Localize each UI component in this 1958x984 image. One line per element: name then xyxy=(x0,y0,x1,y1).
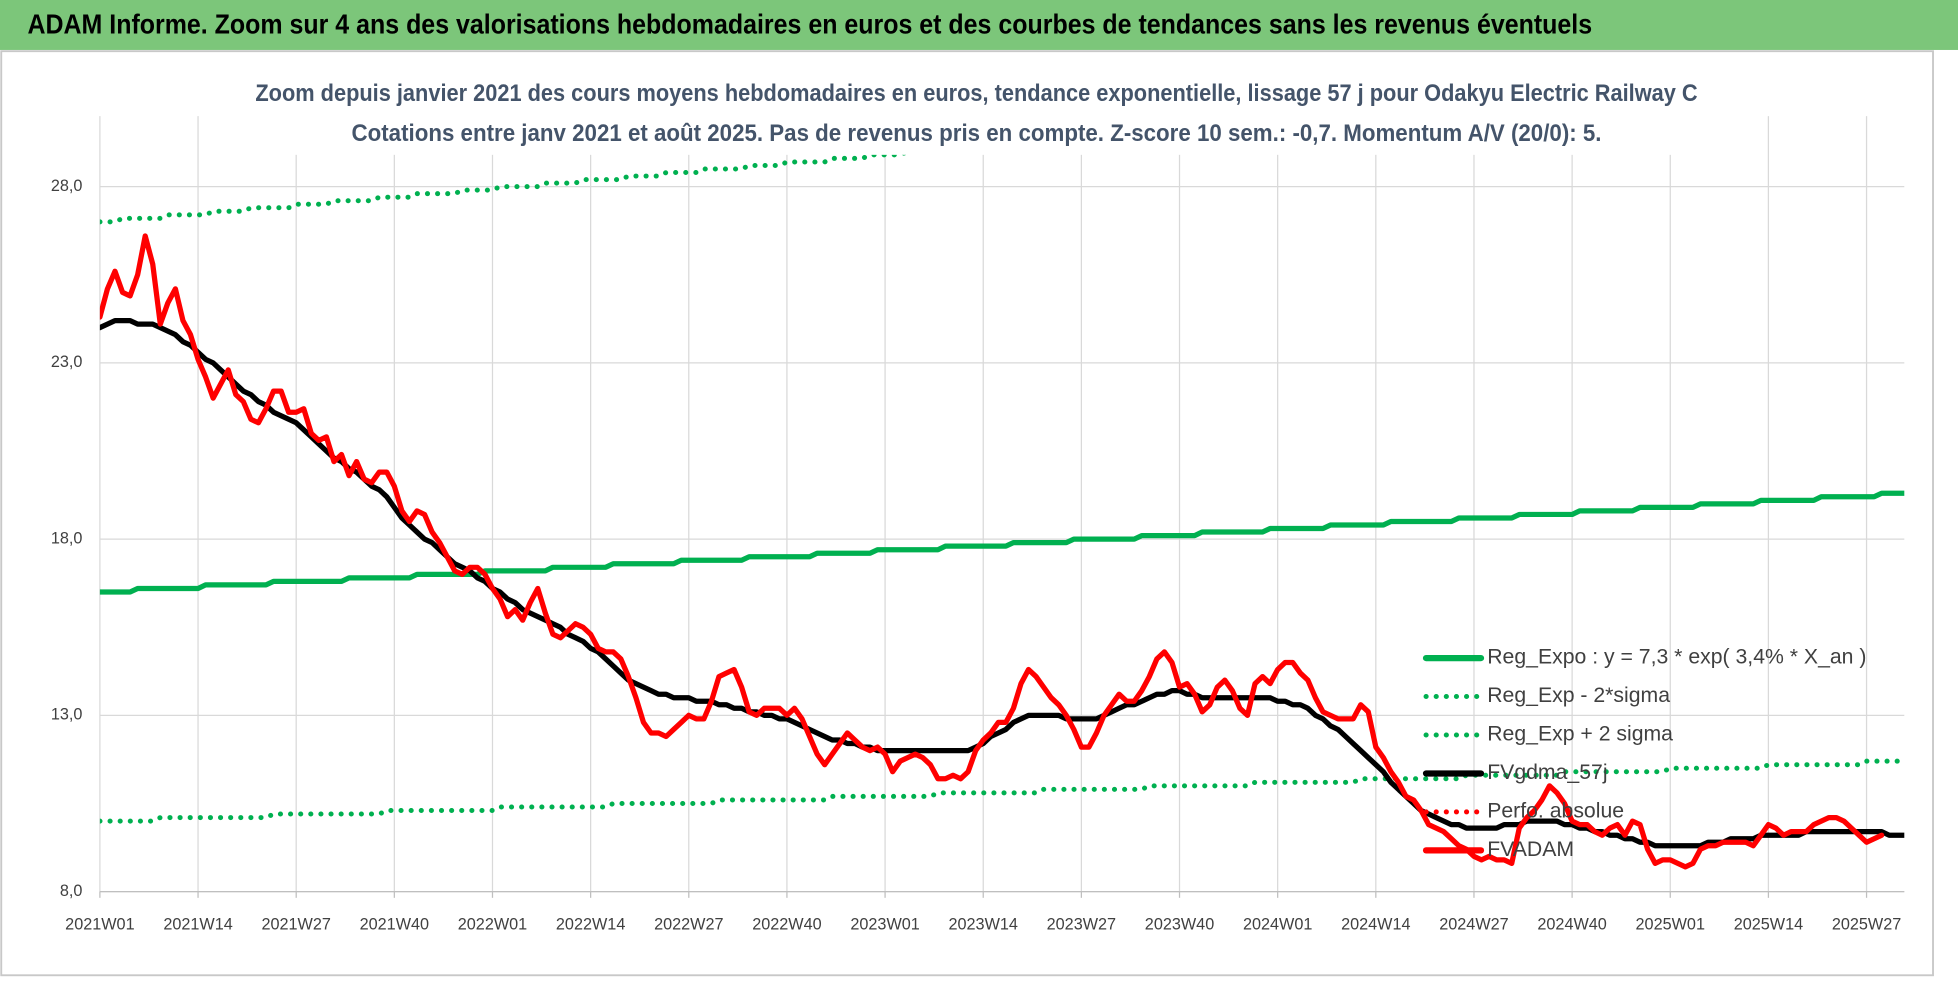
x-tick-label: 2022W40 xyxy=(752,916,821,934)
x-tick-label: 2024W01 xyxy=(1243,916,1312,934)
axes: 8,0 13,0 18,0 23,0 28,0 2021W01 2021W14 2021W27… xyxy=(51,177,1905,934)
y-tick-label: 13,0 xyxy=(51,706,83,724)
subtitle-box xyxy=(249,74,1705,155)
y-tick-label: 8,0 xyxy=(60,882,83,900)
x-tick-label: 2024W27 xyxy=(1439,916,1508,934)
grid xyxy=(99,116,1905,893)
x-tick-label: 2022W01 xyxy=(458,916,527,934)
x-tick-label: 2024W40 xyxy=(1537,916,1606,934)
x-tick-label: 2024W14 xyxy=(1341,916,1410,934)
x-tick-label: 2023W01 xyxy=(850,916,919,934)
legend: Reg_Expo : y = 7,3 * exp( 3,4% * X_an ) R… xyxy=(1422,646,1866,861)
x-tick-label: 2021W01 xyxy=(65,916,134,934)
legend-label: FVADAM xyxy=(1487,838,1574,861)
x-tick-label: 2021W40 xyxy=(360,916,429,934)
y-tick-label: 23,0 xyxy=(51,353,83,371)
x-tick-label: 2022W14 xyxy=(556,916,625,934)
chart-subtitle: Cotations entre janv 2021 et août 2025. … xyxy=(352,121,1602,147)
header-title: ADAM Informe. Zoom sur 4 ans des valoris… xyxy=(27,8,1592,39)
series-line xyxy=(99,233,1885,870)
legend-label: FVgdma_57j xyxy=(1487,761,1607,784)
x-tick-label: 2023W27 xyxy=(1047,916,1116,934)
x-tick-label: 2025W01 xyxy=(1636,916,1705,934)
legend-label: Reg_Exp + 2 sigma xyxy=(1487,723,1673,746)
legend-label: Perfo. absolue xyxy=(1487,800,1624,823)
x-tick-label: 2025W27 xyxy=(1832,916,1901,934)
chart-frame xyxy=(0,50,1934,977)
x-tick-label: 2023W40 xyxy=(1145,916,1214,934)
header-band xyxy=(0,0,1958,50)
series-line xyxy=(99,758,1905,824)
y-tick-label: 28,0 xyxy=(51,177,83,195)
chart-subtitle: Zoom depuis janvier 2021 des cours moyen… xyxy=(255,81,1697,107)
y-tick-label: 18,0 xyxy=(51,529,83,547)
legend-label: Reg_Expo : y = 7,3 * exp( 3,4% * X_an ) xyxy=(1487,646,1866,669)
x-tick-label: 2023W14 xyxy=(949,916,1018,934)
legend-label: Reg_Exp - 2*sigma xyxy=(1487,684,1670,707)
x-tick-label: 2022W27 xyxy=(654,916,723,934)
x-tick-label: 2021W27 xyxy=(261,916,330,934)
x-tick-label: 2021W14 xyxy=(163,916,232,934)
x-tick-label: 2025W14 xyxy=(1734,916,1803,934)
series-line xyxy=(99,490,1905,595)
